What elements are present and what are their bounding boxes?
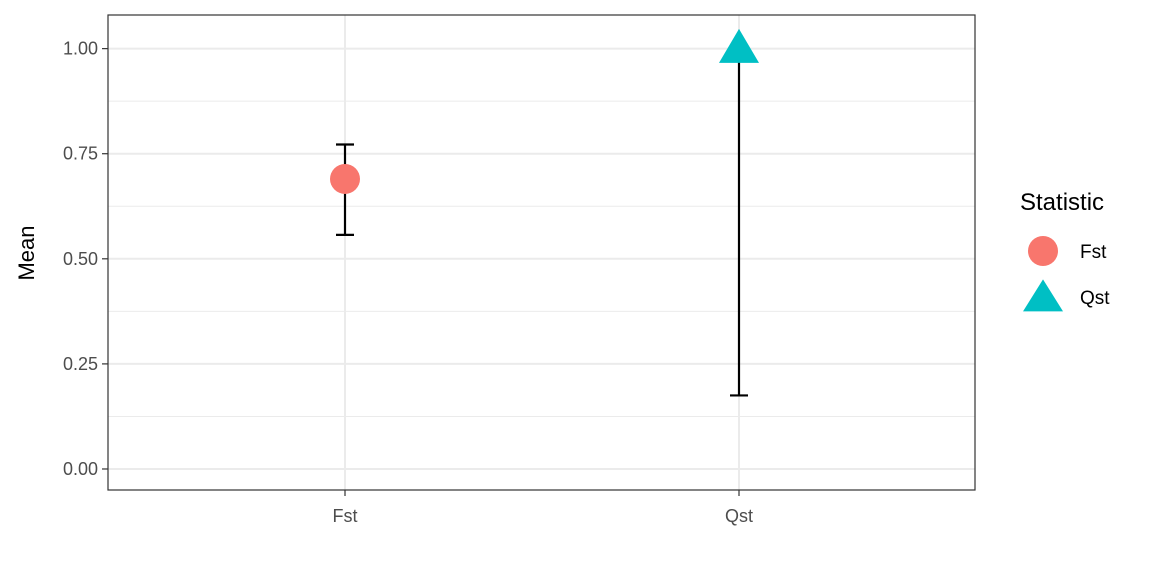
plot-panel-border (107, 14, 976, 491)
x-axis: Fst Qst (333, 490, 753, 526)
y-axis-title: Mean (14, 225, 39, 280)
x-tick-label: Qst (725, 506, 753, 526)
legend: Statistic Fst Qst (1020, 189, 1110, 312)
legend-label-fst: Fst (1080, 242, 1107, 263)
legend-title: Statistic (1020, 189, 1104, 216)
legend-key-fst (1028, 236, 1058, 266)
y-tick-label: 0.25 (63, 354, 98, 374)
y-tick-label: 1.00 (63, 39, 98, 59)
y-tick-label: 0.00 (63, 459, 98, 479)
point-qst (719, 28, 759, 63)
legend-key-qst (1023, 279, 1063, 312)
x-tick-label: Fst (333, 506, 358, 526)
plot-background (108, 15, 975, 490)
data-points (330, 28, 759, 194)
y-axis: 0.00 0.25 0.50 0.75 1.00 (63, 39, 108, 479)
y-tick-label: 0.75 (63, 144, 98, 164)
error-bars (336, 47, 748, 397)
grid-minor (108, 100, 975, 417)
point-fst (330, 163, 360, 194)
legend-label-qst: Qst (1080, 288, 1110, 309)
y-tick-label: 0.50 (63, 249, 98, 269)
